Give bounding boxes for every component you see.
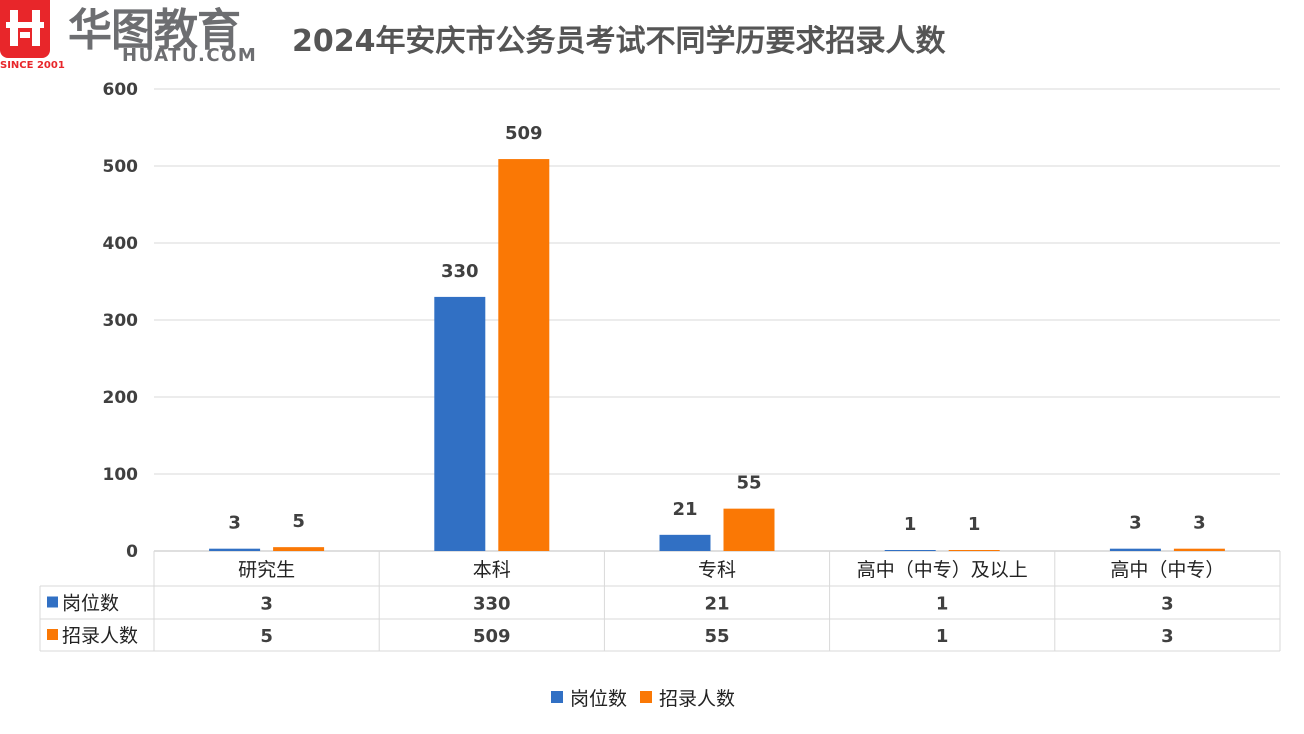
category-label: 研究生 [238,559,295,581]
data-label: 3 [1193,513,1206,534]
series-key-swatch [47,629,58,640]
data-label: 55 [736,473,761,494]
data-label: 5 [292,511,305,532]
bar [723,508,775,551]
legend-swatch [551,691,563,703]
table-cell-value: 3 [1161,594,1174,615]
huatu-logo: 华图教育 HUATU.COM SINCE 2001 [0,0,290,78]
table-cell-value: 1 [936,594,949,615]
data-label: 21 [672,499,697,520]
series-key-swatch [47,596,58,608]
y-tick-label: 300 [103,311,139,331]
table-cell-value: 3 [260,594,273,615]
bar [1173,548,1225,551]
legend-label: 招录人数 [659,688,735,710]
series-row-header: 招录人数 [62,625,138,647]
bar [434,296,486,551]
table-cell-value: 509 [473,626,511,647]
y-tick-label: 0 [126,542,138,562]
bar [1109,548,1161,551]
legend-swatch [640,691,652,703]
bar [659,534,711,551]
table-cell-value: 3 [1161,626,1174,647]
bar [884,550,936,551]
legend-label: 岗位数 [570,688,627,710]
logo-since: SINCE 2001 [0,60,65,71]
y-tick-label: 400 [103,234,139,254]
table-cell-value: 5 [260,626,273,647]
category-label: 高中（中专） [1110,559,1224,581]
table-cell-value: 1 [936,626,949,647]
data-label: 1 [904,514,917,535]
category-label: 本科 [473,559,511,581]
series-row-header: 岗位数 [62,593,119,615]
bar [209,548,261,551]
y-tick-label: 600 [103,80,139,100]
bar [948,550,1000,551]
bar [273,547,325,551]
y-tick-label: 200 [103,388,139,408]
logo-domain: HUATU.COM [122,45,258,66]
data-label: 3 [1129,513,1142,534]
category-label: 高中（中专）及以上 [857,559,1028,581]
chart-title: 2024年安庆市公务员考试不同学历要求招录人数 [292,24,946,59]
table-cell-value: 330 [473,594,511,615]
data-label: 509 [505,123,543,144]
data-label: 330 [441,261,479,282]
table-cell-value: 21 [704,594,729,615]
logo-badge-icon [0,0,50,58]
y-tick-label: 100 [103,465,139,485]
y-tick-label: 500 [103,157,139,177]
logo-wordmark: 华图教育 [68,5,241,56]
category-label: 专科 [698,559,736,581]
bar [498,159,550,551]
table-cell-value: 55 [704,626,729,647]
data-label: 3 [228,513,241,534]
data-label: 1 [968,514,981,535]
